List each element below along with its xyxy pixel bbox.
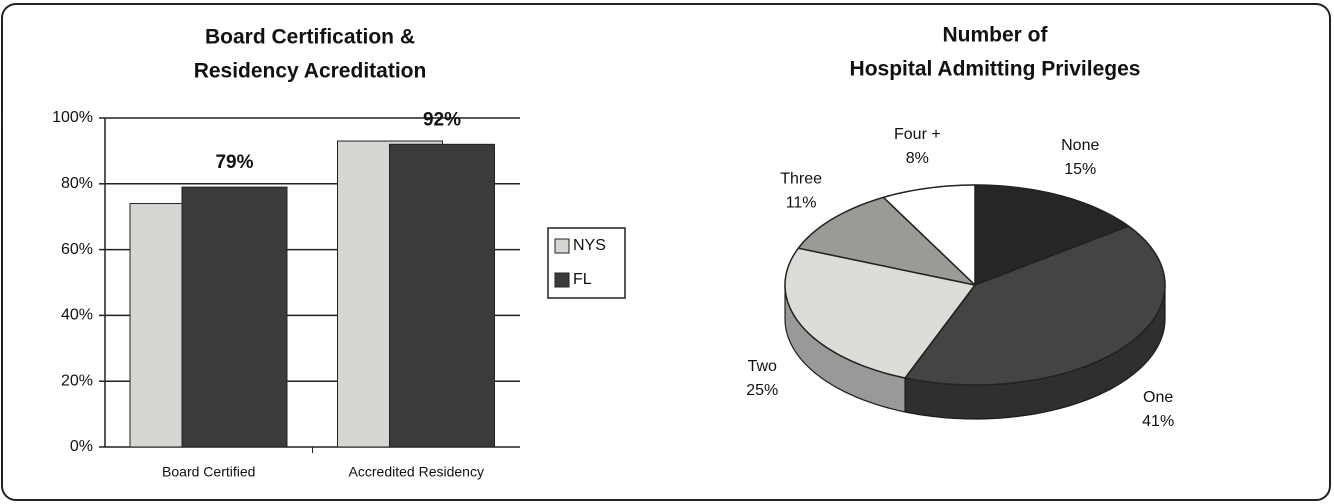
bar [181,186,288,448]
bar-title-line: Residency Acreditation [194,60,427,83]
slice-name: Two [748,358,777,375]
bar-title-line: Board Certification & [205,26,415,49]
slice-side-shade [785,285,906,412]
y-tick-label: 100% [52,109,93,126]
y-tick-label: 0% [70,438,93,455]
slice [904,225,1166,386]
slice-value-label: 25% [746,382,778,399]
y-tick-label: 20% [61,372,93,389]
legend-label: NYS [573,237,606,254]
slice [974,184,1130,286]
slice-name: Four + [894,126,941,143]
slice [784,247,976,379]
value-label: 92% [423,109,461,130]
bar [389,143,495,448]
slice-name: One [1143,389,1173,406]
slice [882,184,976,286]
x-tick-label: Board Certified [162,464,255,480]
x-tick-label: Accredited Residency [349,464,484,480]
legend-label: FL [573,271,592,288]
slice-value-label: 8% [906,150,929,167]
slice-value-label: 41% [1142,413,1174,430]
pie-title-line: Number of [943,24,1049,47]
slice-value-label: 11% [786,194,817,211]
y-tick-label: 40% [61,307,93,324]
frame [1,3,1331,501]
value-label: 79% [215,152,253,173]
slice-value-label: 15% [1064,161,1096,178]
legend-swatch [554,272,570,288]
y-tick-label: 80% [61,175,93,192]
legend-swatch [554,238,570,254]
slice [797,196,976,286]
y-tick-label: 60% [61,241,93,258]
slice-name: Three [780,170,822,187]
slice-name: None [1061,137,1099,154]
pie-title-line: Hospital Admitting Privileges [850,58,1141,81]
